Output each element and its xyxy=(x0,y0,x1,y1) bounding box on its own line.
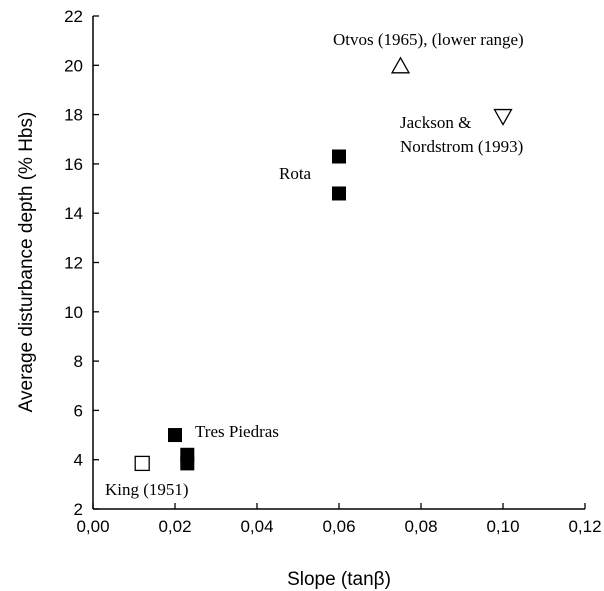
x-tick-label: 0,12 xyxy=(568,517,601,536)
y-tick-label: 2 xyxy=(74,500,83,519)
y-tick-label: 10 xyxy=(64,303,83,322)
annotation-tres-piedras: Tres Piedras xyxy=(195,422,279,441)
x-tick-label: 0,04 xyxy=(240,517,273,536)
data-point-filled-square xyxy=(332,149,346,164)
annotation-otvos: Otvos (1965), (lower range) xyxy=(333,30,524,49)
data-point-filled-square xyxy=(168,428,182,443)
annotation-rota: Rota xyxy=(279,164,312,183)
y-tick-label: 22 xyxy=(64,7,83,26)
data-points xyxy=(134,56,513,472)
y-tick-label: 4 xyxy=(74,451,83,470)
x-tick-label: 0,10 xyxy=(486,517,519,536)
x-tick-label: 0,00 xyxy=(76,517,109,536)
x-axis-title: Slope (tanβ) xyxy=(287,569,391,590)
y-axis-title: Average disturbance depth (% Hbs) xyxy=(16,112,37,413)
x-tick-label: 0,02 xyxy=(158,517,191,536)
data-point-open-triangle-down xyxy=(493,108,513,126)
x-tick-label: 0,06 xyxy=(322,517,355,536)
y-tick-label: 18 xyxy=(64,106,83,125)
y-tick-label: 20 xyxy=(64,56,83,75)
data-point-open-triangle-up xyxy=(390,56,411,74)
y-tick-label: 12 xyxy=(64,254,83,273)
data-point-open-square xyxy=(134,455,150,472)
y-axis-ticks: 2 4 6 8 10 12 14 16 18 20 22 xyxy=(64,7,99,519)
annotation-jackson-line1: Jackson & xyxy=(400,113,471,132)
plot-area xyxy=(92,16,585,510)
annotation-jackson-line2: Nordstrom (1993) xyxy=(400,137,523,156)
x-tick-label: 0,08 xyxy=(404,517,437,536)
y-tick-label: 8 xyxy=(74,352,83,371)
y-tick-label: 16 xyxy=(64,155,83,174)
data-point-filled-square xyxy=(180,456,195,471)
annotation-king: King (1951) xyxy=(105,480,189,499)
data-point-filled-square xyxy=(332,186,346,201)
y-tick-label: 6 xyxy=(74,401,83,420)
x-axis-ticks: 0,00 0,02 0,04 0,06 0,08 0,10 0,12 xyxy=(76,503,602,536)
y-tick-label: 14 xyxy=(64,204,83,223)
